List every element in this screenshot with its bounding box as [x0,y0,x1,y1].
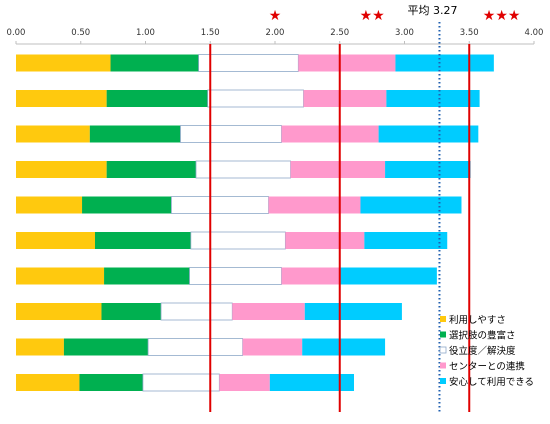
bar-segment [303,90,387,107]
bar-segment [16,303,102,320]
x-tick-label: 0.50 [71,28,90,38]
legend-label: 利用しやすさ [449,314,506,326]
bar-segment [281,125,379,143]
legend-swatch [440,378,446,384]
x-tick-label: 0.00 [7,28,26,38]
legend-swatch [440,362,446,369]
bar-segment [242,338,303,356]
average-label: 平均 3.27 [407,4,457,17]
legend-swatch [440,316,446,322]
bar-segment [290,161,386,178]
x-tick-label: 4.00 [525,28,544,38]
star-annotation: ★ [269,8,282,24]
bar-segment [190,231,286,250]
bar-segment [16,267,105,285]
bar-segment [104,267,190,285]
bar-segment [386,90,480,107]
x-tick-label: 2.00 [266,28,285,38]
bar-segment [79,374,143,391]
legend-swatch [439,346,447,354]
bar-segment [16,161,107,178]
bar-segment [16,125,90,143]
bar-segment [180,125,282,143]
bar-segment [395,54,494,72]
bar-segment [147,338,244,356]
bar-segment [298,54,396,72]
bar-segment [385,161,471,178]
bar-segment [160,302,233,321]
bar-segment [170,196,269,214]
bar-segment [89,125,181,143]
x-tick-label: 3.00 [395,28,414,38]
bar-segment [16,232,95,249]
bar-segment [16,196,83,214]
x-tick-label: 3.50 [460,28,479,38]
bar-segment [63,338,149,356]
bar-segment [16,338,64,356]
bar-segment [269,374,354,391]
bar-segment [281,267,340,285]
bar-segment [268,196,361,214]
bar-segment [198,54,299,72]
bar-segment [16,54,111,72]
bar-segment [106,90,208,107]
bar-segment [106,161,197,178]
bar-segment [16,374,80,391]
bar-segment [285,232,365,249]
bar-segment [232,303,305,320]
x-tick-label: 1.00 [136,28,155,38]
bar-segment [94,232,191,249]
bar-segment [16,90,107,107]
bar-segment [378,125,479,143]
star-annotation: ★★ [360,8,385,24]
bar-segment [304,303,402,320]
bar-segment [207,89,304,108]
bar-segment [82,196,172,214]
bar-segment [110,54,199,72]
bar-segment [339,267,437,285]
legend-label: センターとの連携 [449,361,525,373]
bar-segment [302,338,386,356]
bar-segment [142,373,220,392]
legend-label: 安心して利用できる [449,376,534,388]
legend-label: 役立度／解決度 [449,345,516,357]
bar-segment [189,267,282,285]
bar-segment [219,374,270,391]
legend-label: 選択肢の豊富さ [449,330,516,342]
x-tick-label: 2.50 [330,28,349,38]
legend-swatch [440,331,446,338]
bar-segment [101,303,162,320]
x-tick-label: 1.50 [201,28,220,38]
bar-segment [360,196,462,214]
star-annotation: ★★★ [483,8,521,24]
bar-segment [364,232,448,249]
